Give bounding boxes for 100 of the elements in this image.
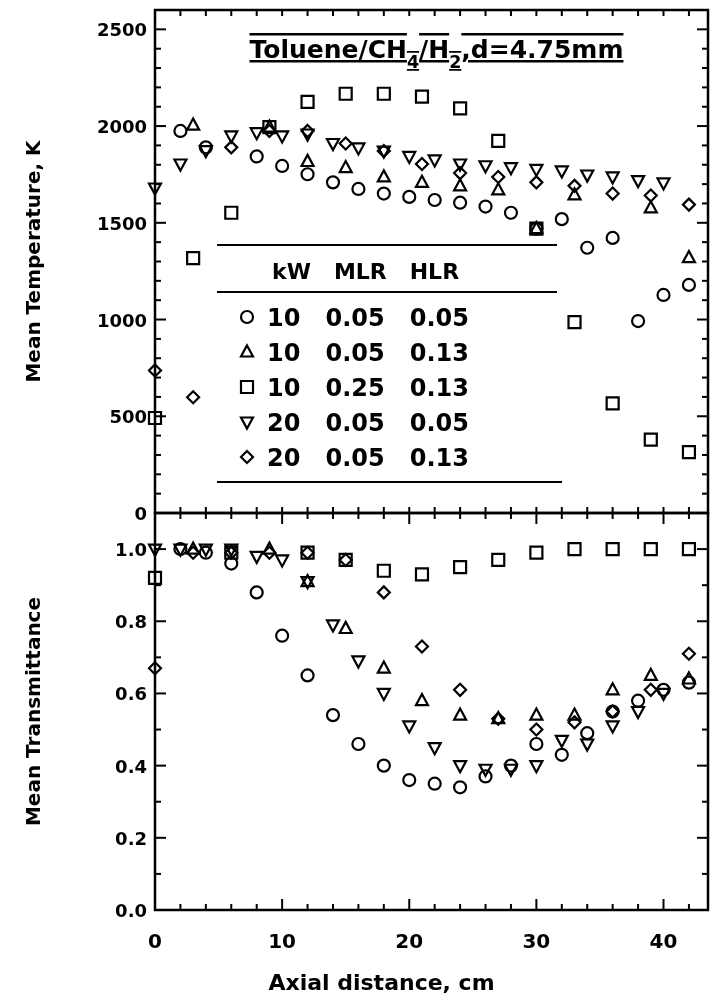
legend-title: kW MLR HLR (272, 259, 460, 284)
point (376, 660, 391, 674)
y-tick-label: 500 (109, 406, 147, 428)
point (224, 556, 239, 571)
point (262, 541, 277, 555)
point (491, 552, 506, 568)
point (681, 277, 697, 292)
point (376, 687, 391, 702)
point (414, 692, 430, 707)
point (186, 117, 201, 131)
point (173, 123, 188, 138)
point (453, 780, 468, 795)
point (186, 251, 201, 266)
point (554, 747, 569, 762)
point (338, 136, 353, 151)
point (414, 156, 430, 172)
point (580, 240, 595, 255)
y-tick-label: 0.6 (115, 683, 147, 705)
point (630, 693, 646, 708)
point (351, 736, 366, 752)
point (453, 760, 468, 774)
point (427, 192, 442, 208)
point (338, 86, 353, 101)
legend-label: 20 0.05 0.13 (267, 444, 469, 472)
point (567, 715, 582, 730)
point (681, 197, 697, 212)
point (453, 195, 468, 210)
y-tick-label: 2500 (96, 19, 147, 41)
point (325, 137, 341, 152)
point (567, 178, 582, 193)
point (567, 187, 582, 201)
point (605, 541, 620, 557)
point (567, 707, 582, 721)
point (554, 165, 569, 179)
point (186, 541, 201, 555)
point (529, 545, 544, 560)
y-tick-label: 0.0 (115, 900, 147, 921)
y-tick-label: 1.0 (115, 539, 147, 561)
point (453, 178, 468, 192)
point (414, 567, 430, 582)
point (453, 165, 468, 181)
point (224, 205, 239, 220)
y-axis-title: Mean Transmittance (21, 596, 45, 827)
point (414, 174, 430, 188)
point (173, 158, 188, 172)
point (275, 628, 290, 643)
point (376, 563, 391, 578)
legend-label: 10 0.05 0.05 (267, 304, 469, 332)
point (491, 133, 506, 149)
point (325, 708, 341, 723)
point (491, 169, 506, 185)
point (656, 177, 671, 191)
point (681, 646, 697, 661)
point (630, 705, 646, 720)
point (529, 760, 544, 774)
point (249, 149, 264, 164)
point (300, 668, 315, 683)
point (503, 763, 519, 777)
point (529, 175, 544, 190)
point (186, 390, 201, 405)
point (478, 769, 493, 784)
point (643, 432, 658, 447)
point (147, 661, 163, 676)
point (402, 189, 417, 204)
point (643, 682, 658, 697)
y-tick-label: 2000 (96, 116, 147, 138)
point (147, 410, 163, 426)
y-tick-label: 0.8 (115, 611, 147, 633)
point (529, 707, 544, 721)
point (567, 541, 582, 557)
point (224, 130, 239, 144)
x-tick-label: 20 (395, 929, 424, 953)
point (681, 249, 697, 264)
point (453, 101, 468, 116)
point (478, 199, 493, 214)
point (503, 162, 519, 176)
point (338, 620, 353, 635)
point (580, 726, 595, 741)
point (605, 230, 620, 245)
x-axis-title: Axial distance, cm (268, 970, 495, 995)
point (681, 444, 697, 460)
point (681, 541, 697, 557)
point (338, 159, 353, 174)
point (402, 720, 417, 734)
point (414, 639, 430, 654)
x-tick-label: 0 (148, 929, 162, 953)
point (427, 776, 442, 791)
point (427, 154, 442, 168)
point (147, 543, 163, 557)
point (427, 741, 442, 756)
point (376, 86, 391, 101)
y-tick-label: 1000 (96, 309, 147, 331)
point (300, 167, 315, 182)
point (453, 560, 468, 575)
point (376, 758, 391, 773)
point (402, 150, 417, 165)
point (376, 186, 391, 201)
y-tick-label: 1500 (96, 212, 147, 234)
point (529, 736, 544, 752)
point (643, 541, 658, 557)
